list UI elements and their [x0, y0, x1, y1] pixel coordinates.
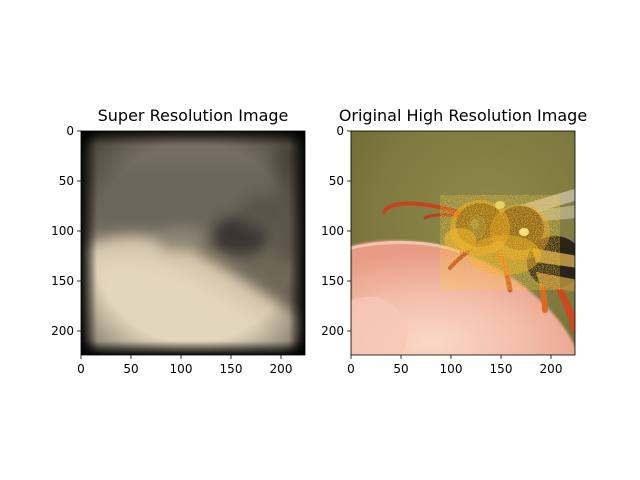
left-ytick-label: 0 [66, 124, 74, 138]
right-ytick-label: 200 [321, 324, 344, 338]
right-ytick-label: 100 [321, 224, 344, 238]
left-ticks: 0 50 100 150 200 0 50 100 150 200 [51, 124, 292, 376]
left-xtick-label: 0 [77, 362, 85, 376]
right-ytick-label: 150 [321, 274, 344, 288]
right-axes-frame [350, 130, 576, 356]
left-ytick-label: 200 [51, 324, 74, 338]
right-xtick-label: 200 [540, 362, 563, 376]
right-ytick-label: 0 [336, 124, 344, 138]
right-xtick-label: 0 [347, 362, 355, 376]
right-xtick-label: 50 [393, 362, 408, 376]
left-xtick-label: 50 [123, 362, 138, 376]
right-ytick-label: 50 [329, 174, 344, 188]
left-xtick-label: 150 [220, 362, 243, 376]
left-panel: Super Resolution Image 0 50 100 150 200 0 50 10… [51, 106, 306, 376]
left-xtick-label: 200 [270, 362, 293, 376]
right-ticks: 0 50 100 150 200 0 50 100 150 200 [321, 124, 562, 376]
left-axes-frame [80, 130, 306, 356]
left-ytick-label: 150 [51, 274, 74, 288]
original-high-resolution-image [351, 131, 575, 355]
left-ytick-label: 100 [51, 224, 74, 238]
left-ytick-label: 50 [59, 174, 74, 188]
right-panel-title: Original High Resolution Image [339, 106, 587, 125]
right-xtick-label: 150 [490, 362, 513, 376]
left-xtick-label: 100 [170, 362, 193, 376]
super-resolution-image [81, 131, 305, 355]
right-xtick-label: 100 [440, 362, 463, 376]
right-panel: Original High Resolution Image [321, 106, 587, 376]
left-panel-title: Super Resolution Image [98, 106, 289, 125]
